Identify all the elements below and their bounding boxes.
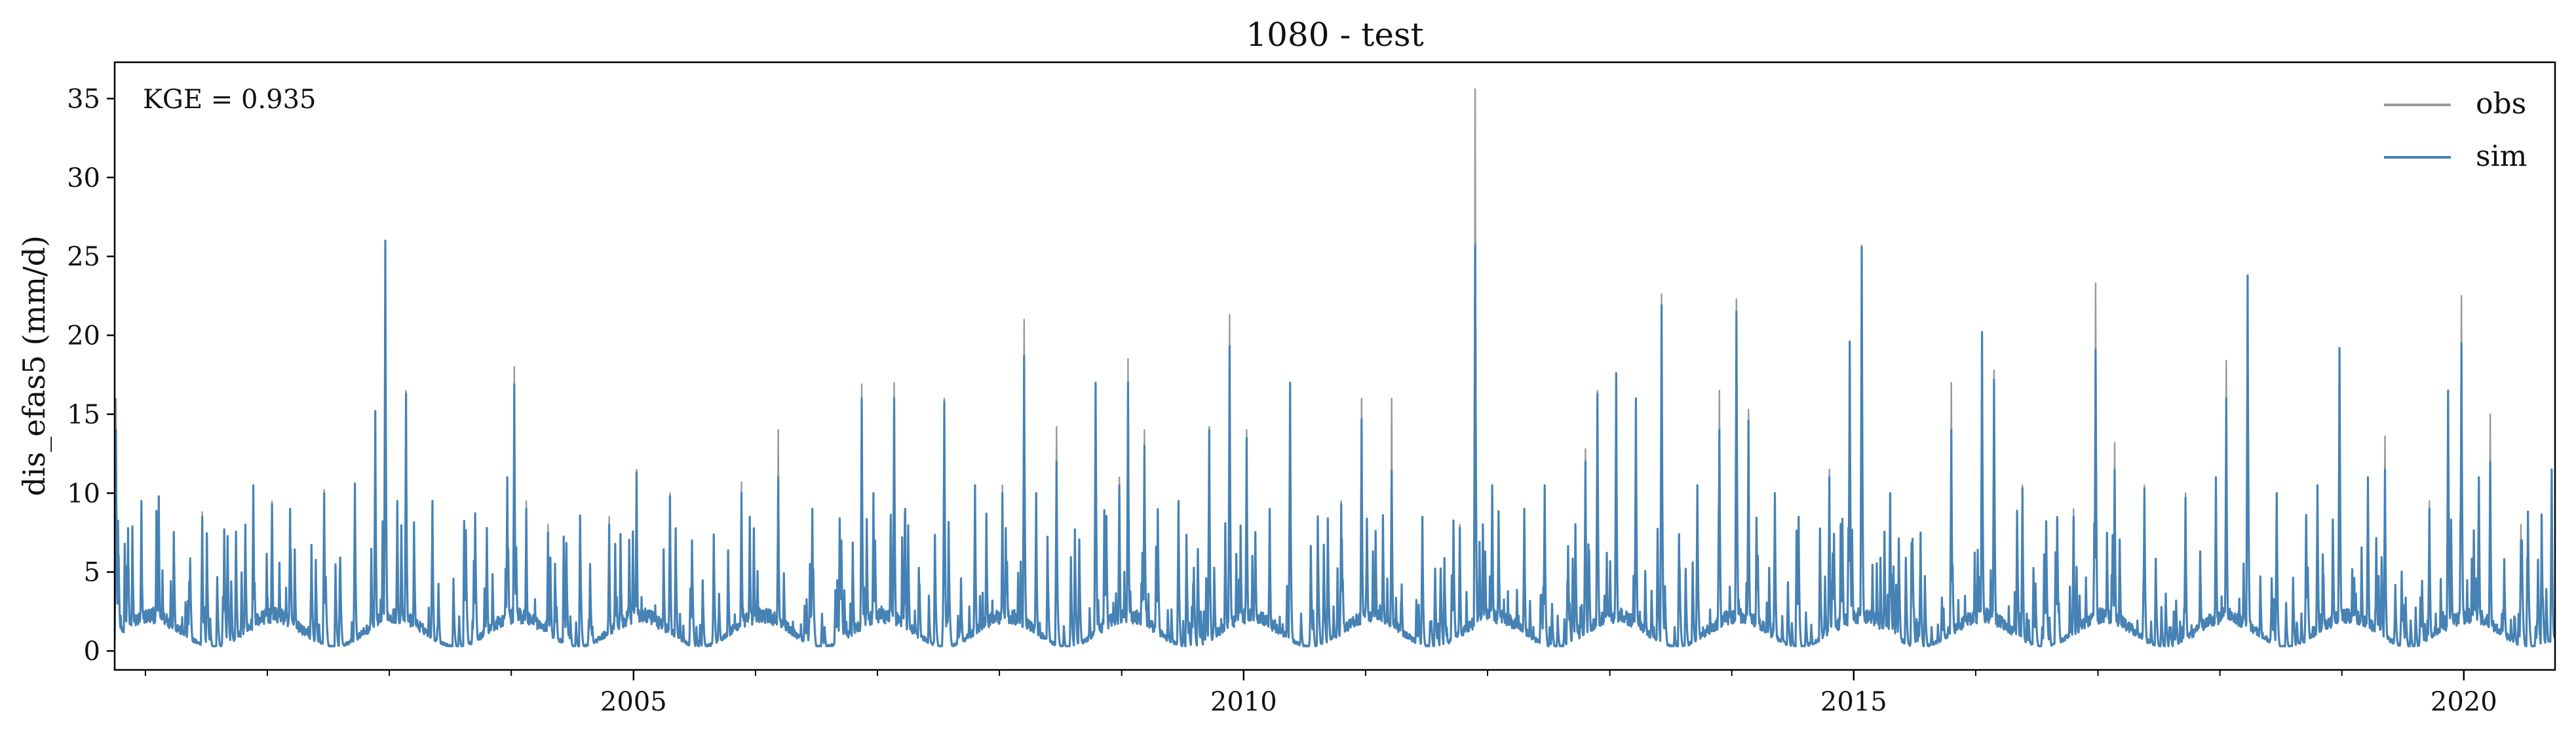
y-tick-label: 20 (67, 321, 100, 351)
x-tick-label: 2020 (2431, 687, 2497, 717)
series-line-obs (115, 88, 2555, 648)
legend: obs sim (2384, 87, 2527, 173)
x-tick-label: 2010 (1210, 687, 1277, 717)
x-tick-label: 2015 (1820, 687, 1887, 717)
kge-annotation: KGE = 0.935 (143, 85, 317, 115)
y-axis: 0 5 10 15 20 25 30 35 (67, 84, 115, 667)
y-tick-label: 5 (84, 558, 100, 588)
y-tick-label: 25 (67, 242, 100, 272)
y-tick-label: 35 (67, 84, 100, 114)
legend-obs-label: obs (2476, 87, 2526, 121)
x-tick-label: 2005 (600, 687, 667, 717)
plot-frame (113, 61, 2556, 671)
y-axis-label: dis_efas5 (mm/d) (16, 235, 52, 496)
y-tick-label: 10 (67, 478, 100, 509)
chart-title: 1080 - test (1246, 16, 1423, 54)
y-tick-label: 30 (67, 163, 100, 193)
series-line-sim (115, 239, 2555, 648)
y-tick-label: 15 (67, 400, 100, 430)
y-tick-label: 0 (84, 636, 100, 667)
legend-sim-label: sim (2476, 140, 2527, 173)
x-axis: 2005 2010 2015 2020 (144, 670, 2497, 717)
